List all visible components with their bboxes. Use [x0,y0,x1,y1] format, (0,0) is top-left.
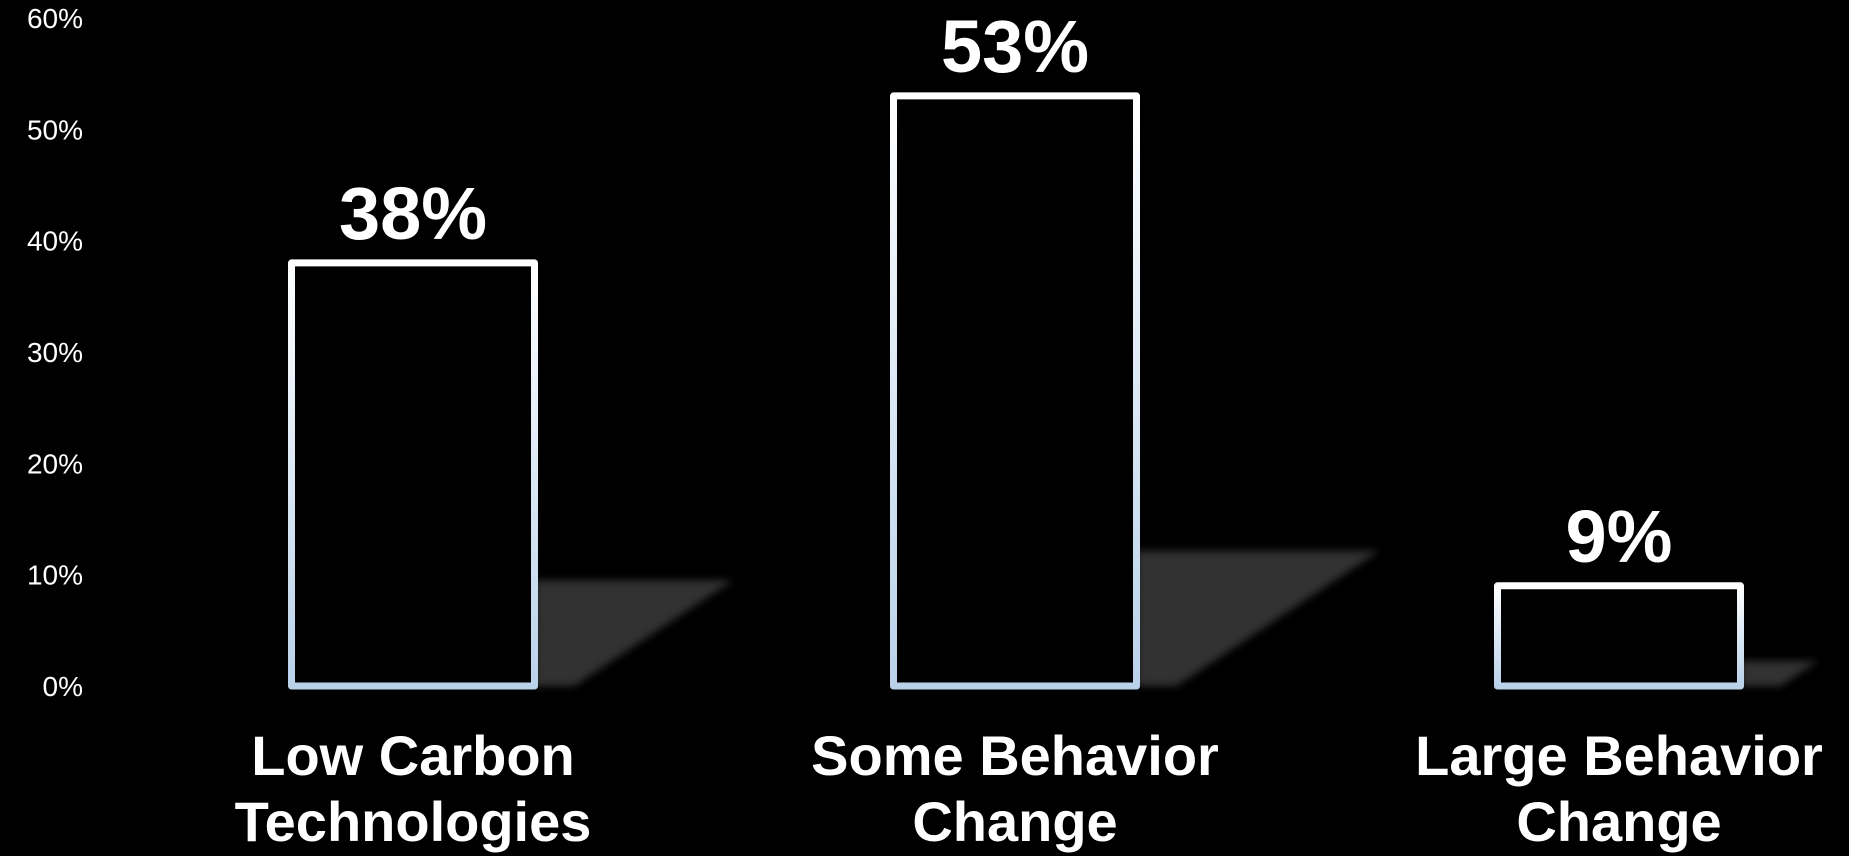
bars [288,92,1744,690]
y-tick-label: 30% [27,337,83,368]
value-labels: 38% 53% 9% [339,5,1673,578]
category-label: Large Behavior [1415,724,1823,787]
y-tick-label: 50% [27,114,83,145]
y-tick-label: 20% [27,448,83,479]
bar [890,92,1140,690]
bar-value-label: 53% [941,5,1089,88]
y-axis: 0% 10% 20% 30% 40% 50% 60% [27,3,83,702]
y-tick-label: 10% [27,560,83,591]
category-label: Change [912,790,1117,853]
category-label: Low Carbon [251,724,575,787]
bar-shadows [534,551,1819,686]
bar-shadow [1740,660,1819,686]
bar-value-label: 38% [339,172,487,255]
category-label: Change [1516,790,1721,853]
bar-shadow [534,580,734,686]
bar-shadow [1136,551,1379,686]
y-tick-label: 60% [27,3,83,34]
bar [288,259,538,690]
category-label: Technologies [235,790,592,853]
bar [1494,582,1744,690]
bar-value-label: 9% [1566,495,1673,578]
category-label: Some Behavior [811,724,1219,787]
y-tick-label: 40% [27,226,83,257]
y-tick-label: 0% [43,671,83,702]
